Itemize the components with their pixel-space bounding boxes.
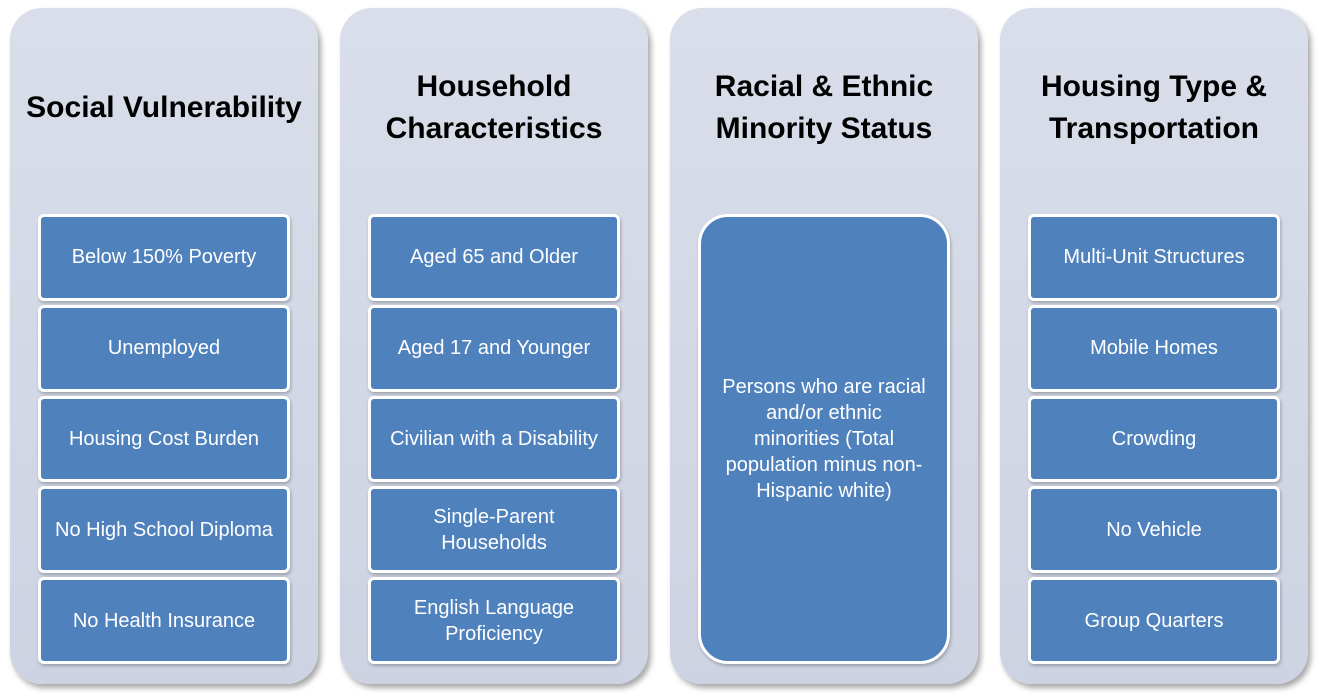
item-box: Group Quarters (1028, 577, 1280, 664)
item-box: Below 150% Poverty (38, 214, 290, 301)
item-box: Mobile Homes (1028, 304, 1280, 392)
item-box: No High School Diploma (38, 486, 290, 574)
column-title: Housing Type & Transportation (1040, 70, 1268, 145)
item-box: Crowding (1028, 395, 1280, 483)
item-box: Aged 17 and Younger (368, 304, 620, 392)
item-list: Multi-Unit Structures Mobile Homes Crowdin… (1028, 214, 1280, 664)
column: Household Characteristics Aged 65 and Old… (340, 8, 648, 684)
item-box: Housing Cost Burden (38, 395, 290, 483)
column-title: Racial & Ethnic Minority Status (714, 70, 934, 145)
item-box: Unemployed (38, 304, 290, 392)
item-box: Persons who are racial and/or ethnic min… (698, 214, 950, 664)
column: Racial & Ethnic Minority Status Persons w… (670, 8, 978, 684)
item-list: Below 150% Poverty Unemployed Housing Cost… (38, 214, 290, 664)
item-box: No Health Insurance (38, 577, 290, 664)
column-title: Household Characteristics (385, 70, 603, 145)
column: Housing Type & Transportation Multi-Unit … (1000, 8, 1308, 684)
item-box: English Language Proficiency (368, 577, 620, 664)
item-box: Aged 65 and Older (368, 214, 620, 301)
item-list: Persons who are racial and/or ethnic min… (698, 214, 950, 664)
column: Social Vulnerability Below 150% Poverty Un… (10, 8, 318, 684)
item-box: No Vehicle (1028, 486, 1280, 574)
item-box: Single-Parent Households (368, 486, 620, 574)
column-title: Social Vulnerability (26, 91, 302, 124)
item-list: Aged 65 and Older Aged 17 and Younger Civi… (368, 214, 620, 664)
item-box: Civilian with a Disability (368, 395, 620, 483)
item-box: Multi-Unit Structures (1028, 214, 1280, 301)
